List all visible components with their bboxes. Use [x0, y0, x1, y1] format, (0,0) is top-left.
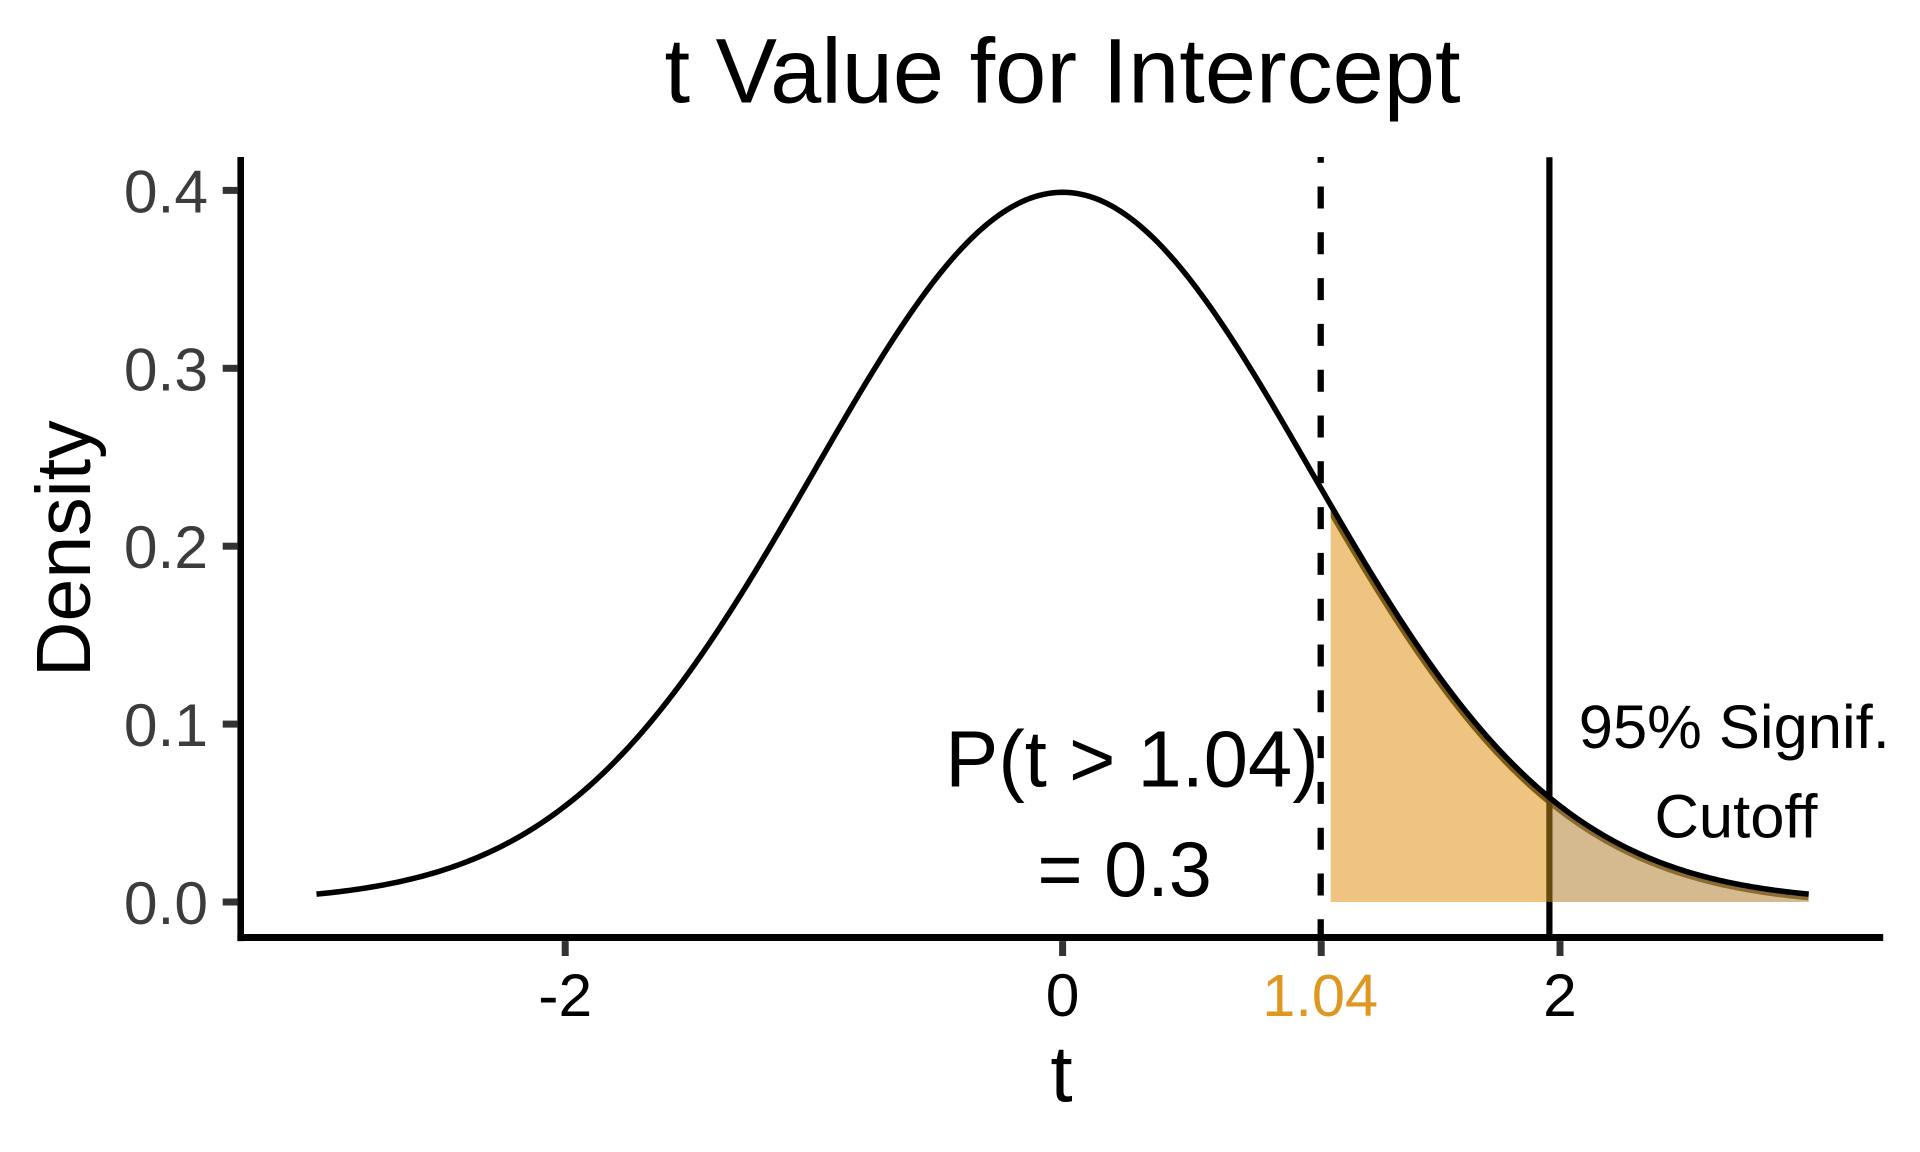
- svg-text:0.4: 0.4: [124, 157, 208, 225]
- svg-text:t Value for Intercept: t Value for Intercept: [664, 20, 1460, 122]
- svg-text:= 0.3: = 0.3: [1037, 827, 1212, 913]
- svg-text:0.0: 0.0: [124, 869, 208, 937]
- svg-text:-2: -2: [538, 961, 592, 1029]
- svg-text:0.3: 0.3: [124, 335, 208, 403]
- svg-text:0: 0: [1046, 961, 1080, 1029]
- svg-text:Density: Density: [21, 420, 107, 677]
- svg-text:P(t > 1.04): P(t > 1.04): [945, 715, 1318, 804]
- svg-text:0.1: 0.1: [124, 691, 208, 759]
- svg-text:0.2: 0.2: [124, 513, 208, 581]
- svg-text:2: 2: [1543, 961, 1577, 1029]
- svg-text:Cutoff: Cutoff: [1655, 783, 1819, 852]
- svg-text:t: t: [1050, 1029, 1072, 1118]
- svg-text:1.04: 1.04: [1262, 962, 1378, 1029]
- svg-text:95% Signif.: 95% Signif.: [1579, 693, 1890, 762]
